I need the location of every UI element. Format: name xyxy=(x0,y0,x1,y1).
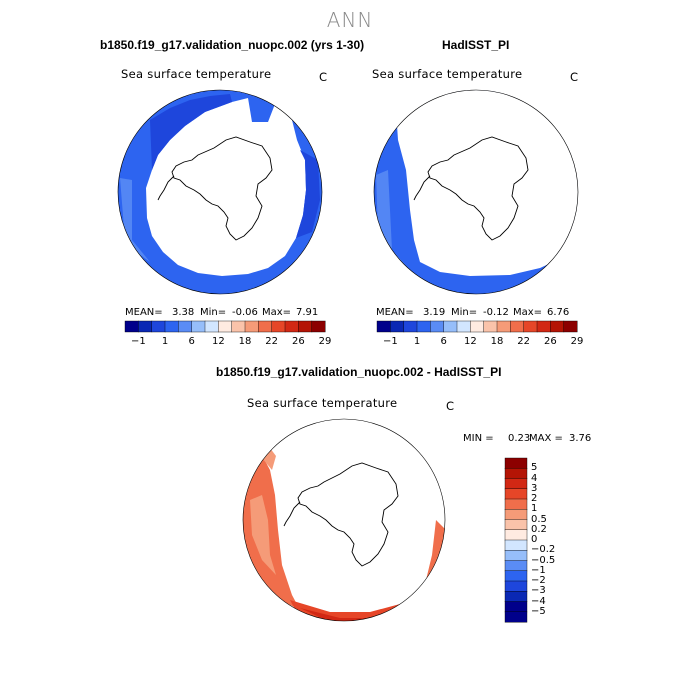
panel3-colorbar-swatch xyxy=(504,591,528,603)
panel1-colorbar-tick-label: 29 xyxy=(318,336,332,347)
panel1-colorbar-tick-label: −1 xyxy=(130,336,146,347)
panel3-colorbar-swatch xyxy=(504,560,528,572)
panel3-antarctica-coastline xyxy=(283,462,399,567)
panel2-mean-label: MEAN= xyxy=(376,307,414,318)
panel3-colorbar-swatch xyxy=(504,611,528,623)
panel1-units: C xyxy=(319,70,328,84)
panel3-colorbar-swatch xyxy=(504,478,528,490)
panel3-colorbar xyxy=(504,457,528,623)
panel3-colorbar-swatch xyxy=(504,550,528,562)
panel1-colorbar-tick-label: 26 xyxy=(291,336,305,347)
panel3-colorbar-swatch xyxy=(504,539,528,551)
panel2-mean-value: 3.19 xyxy=(423,307,446,318)
panel1-mean-value: 3.38 xyxy=(172,307,195,318)
panel3-colorbar-swatch xyxy=(504,498,528,510)
panel1-max-value: 7.91 xyxy=(296,307,319,318)
panel2-colorbar-ticks: −1 1 6 12 18 22 26 29 xyxy=(377,336,583,348)
panel2-min-label: Min= xyxy=(451,307,478,318)
panel3-colorbar-tick-label: −2 xyxy=(531,575,546,586)
panel3-colorbar-tick-label: 1 xyxy=(531,503,538,515)
panel2-colorbar-tick-label: 1 xyxy=(413,336,421,347)
panel3-min-value: 0.23 xyxy=(508,433,531,444)
panel2-colorbar-tick-label: 29 xyxy=(570,336,584,347)
panel2-map-border xyxy=(373,89,579,295)
panel2-colorbar-tick-label: 26 xyxy=(543,336,557,347)
panel1-field-label: Sea surface temperature xyxy=(121,67,272,81)
panel3-diff-band-west xyxy=(243,455,300,610)
panel3-colorbar-tick-label: 4 xyxy=(531,472,538,484)
panel1-sst-band-cold xyxy=(150,94,232,170)
panel3-max-label: MAX = xyxy=(529,433,563,444)
panel1-max-label: Max= xyxy=(262,307,292,318)
panel3-colorbar-swatch xyxy=(504,601,528,613)
panel3-colorbar-tick-label: −1 xyxy=(531,564,546,576)
panel1-mean-label: MEAN= xyxy=(125,307,163,318)
panel3-colorbar-tick-label: −0.2 xyxy=(531,544,556,556)
panel3-colorbar-tick-label: 0.2 xyxy=(531,523,547,535)
panel3-colorbar-tick-label: −3 xyxy=(531,585,546,597)
panel2-colorbar-tick-label: 6 xyxy=(440,336,447,347)
panel3-min-label: MIN = xyxy=(463,433,494,444)
panel1-sst-band-cold2 xyxy=(296,150,320,238)
panel2-colorbar-tick-label: −1 xyxy=(382,336,398,347)
panel3-diff-band-south-dark xyxy=(300,598,425,621)
panel1-map-border xyxy=(117,89,323,295)
panel3-colorbar-swatch xyxy=(504,468,528,480)
panel3-colorbar-tick-label: 0.5 xyxy=(531,513,547,525)
panel3-colorbar-swatch xyxy=(504,509,528,521)
panel3-colorbar-ticks: 5 4 3 2 1 0.5 0.2 0 −0.2 −0.5 −1 −2 −3 −4 −5 xyxy=(531,458,571,622)
panel1-colorbar-swatch xyxy=(311,320,326,333)
panel2-field-label: Sea surface temperature xyxy=(372,67,523,81)
panel3-units: C xyxy=(446,399,455,413)
panel3-diff-band-south xyxy=(290,565,445,621)
panel2-units: C xyxy=(570,70,579,84)
panel3-colorbar-tick-label: 3 xyxy=(531,482,538,494)
panel3-colorbar-swatch xyxy=(504,457,528,469)
panel2-min-value: -0.12 xyxy=(483,307,509,318)
panel1-colorbar-tick-label: 18 xyxy=(238,336,252,347)
panel3-diff-band-top xyxy=(262,448,276,470)
panel3-colorbar-swatch xyxy=(504,529,528,541)
panel3-colorbar-swatch xyxy=(504,519,528,531)
panel1-title: b1850.f19_g17.validation_nuopc.002 (yrs … xyxy=(100,38,365,52)
panel3-diff-band-east xyxy=(426,520,445,590)
panel1-colorbar-tick-label: 22 xyxy=(265,336,279,347)
panel3-colorbar-tick-label: 2 xyxy=(531,493,538,504)
panel2-colorbar-swatch xyxy=(563,320,578,333)
panel3-colorbar-swatch xyxy=(504,488,528,500)
panel3-colorbar-tick-label: 0 xyxy=(531,534,538,545)
panel2-max-value: 6.76 xyxy=(547,307,570,318)
panel3-map-border xyxy=(242,418,446,622)
panel3-colorbar-tick-label: −0.5 xyxy=(531,554,556,566)
panel2-antarctica-coastline xyxy=(413,136,529,241)
panel1-min-value: -0.06 xyxy=(232,307,258,318)
panel3-diff-band-west-light xyxy=(250,495,276,575)
panel3-colorbar-swatch xyxy=(504,580,528,592)
panel1-colorbar xyxy=(124,320,326,333)
panel3-colorbar-swatch xyxy=(504,570,528,582)
panel3-field-label: Sea surface temperature xyxy=(247,396,398,410)
panel1-antarctica-coastline xyxy=(157,136,273,241)
panel1-min-label: Min= xyxy=(200,307,227,318)
panel2-colorbar-tick-label: 22 xyxy=(517,336,531,347)
panel1-sst-band-warm xyxy=(120,178,150,262)
panel2-colorbar xyxy=(376,320,578,333)
panel1-colorbar-tick-label: 1 xyxy=(161,336,169,347)
panel1-colorbar-ticks: −1 1 6 12 18 22 26 29 xyxy=(125,336,331,348)
panel3-colorbar-tick-label: 5 xyxy=(531,462,538,474)
panel3-title: b1850.f19_g17.validation_nuopc.002 - Had… xyxy=(216,365,502,379)
panel3-colorbar-tick-label: −5 xyxy=(531,605,546,617)
panel2-max-label: Max= xyxy=(513,307,543,318)
panel3-colorbar-tick-label: −4 xyxy=(531,595,546,607)
panel3-max-value: 3.76 xyxy=(569,433,592,444)
panel2-title: HadISST_PI xyxy=(442,38,510,52)
page-title: ANN xyxy=(326,8,374,32)
panel2-colorbar-tick-label: 18 xyxy=(490,336,504,347)
panel2-colorbar-tick-label: 12 xyxy=(463,336,477,347)
panel1-colorbar-tick-label: 6 xyxy=(188,336,195,347)
panel1-colorbar-tick-label: 12 xyxy=(211,336,225,347)
